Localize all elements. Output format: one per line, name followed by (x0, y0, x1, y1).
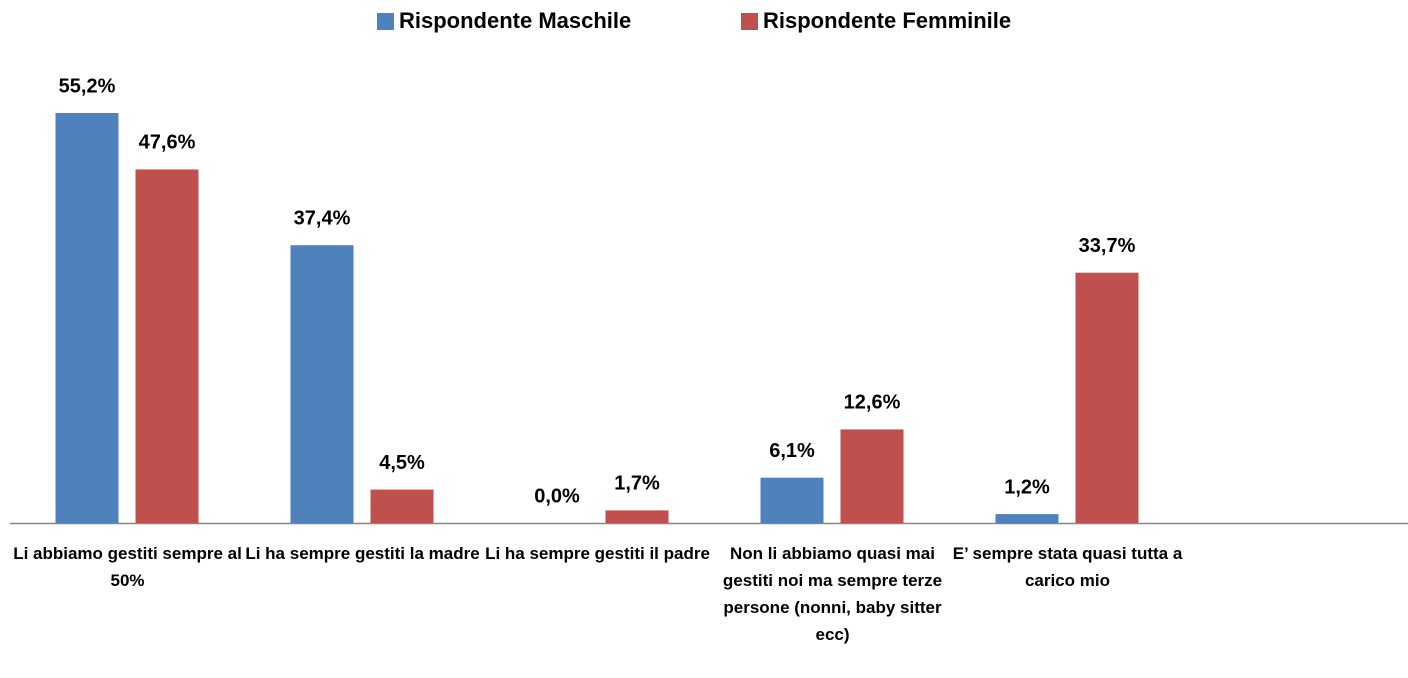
data-label: 55,2% (59, 75, 116, 97)
legend-label: Rispondente Femminile (763, 8, 1011, 33)
legend-swatch (377, 13, 394, 30)
legend-swatch (741, 13, 758, 30)
bar (840, 429, 904, 523)
bar (55, 113, 119, 523)
bar (995, 514, 1059, 523)
data-label: 12,6% (844, 392, 901, 414)
data-label: 1,7% (614, 473, 660, 495)
x-tick-label: Li abbiamo gestiti sempre al 50% (13, 544, 242, 590)
data-label: 6,1% (769, 440, 815, 462)
bar (760, 477, 824, 523)
data-label: 33,7% (1079, 235, 1136, 257)
bar (370, 489, 434, 523)
bar (135, 169, 199, 523)
bar (605, 510, 669, 523)
data-label: 1,2% (1004, 476, 1050, 498)
x-tick-label: E’ sempre stata quasi tutta a carico mio (952, 544, 1183, 590)
bar (1075, 272, 1139, 523)
x-tick-label: Li ha sempre gestiti la madre (245, 544, 480, 563)
x-tick-label: Li ha sempre gestiti il padre (485, 544, 710, 563)
data-label: 0,0% (534, 485, 580, 507)
data-label: 37,4% (294, 207, 351, 229)
legend-label: Rispondente Maschile (399, 8, 631, 33)
data-label: 47,6% (139, 132, 196, 154)
data-label: 4,5% (379, 452, 425, 474)
x-tick-label: Non li abbiamo quasi mai gestiti noi ma … (722, 544, 943, 644)
bar (290, 245, 354, 523)
